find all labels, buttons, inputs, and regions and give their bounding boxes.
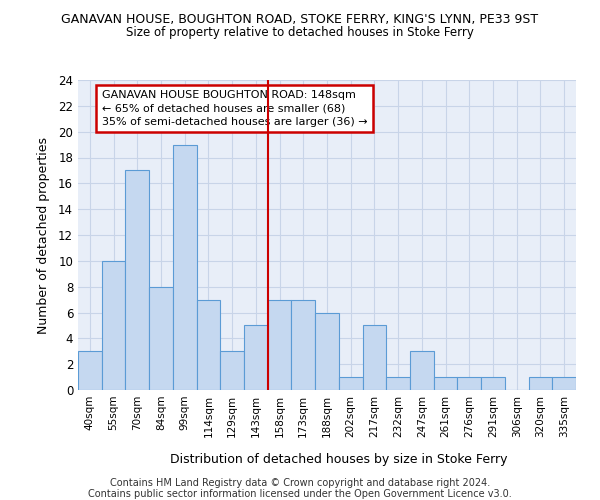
- Bar: [315, 312, 339, 390]
- Bar: [339, 377, 362, 390]
- Text: GANAVAN HOUSE, BOUGHTON ROAD, STOKE FERRY, KING'S LYNN, PE33 9ST: GANAVAN HOUSE, BOUGHTON ROAD, STOKE FERR…: [61, 12, 539, 26]
- Text: Size of property relative to detached houses in Stoke Ferry: Size of property relative to detached ho…: [126, 26, 474, 39]
- Text: Contains public sector information licensed under the Open Government Licence v3: Contains public sector information licen…: [88, 489, 512, 499]
- Bar: [173, 144, 197, 390]
- Bar: [457, 377, 481, 390]
- Bar: [410, 351, 434, 390]
- Bar: [244, 326, 268, 390]
- Bar: [268, 300, 292, 390]
- Bar: [362, 326, 386, 390]
- Bar: [125, 170, 149, 390]
- Bar: [481, 377, 505, 390]
- Y-axis label: Number of detached properties: Number of detached properties: [37, 136, 50, 334]
- Text: GANAVAN HOUSE BOUGHTON ROAD: 148sqm
← 65% of detached houses are smaller (68)
35: GANAVAN HOUSE BOUGHTON ROAD: 148sqm ← 65…: [102, 90, 367, 126]
- Bar: [386, 377, 410, 390]
- Bar: [292, 300, 315, 390]
- Bar: [552, 377, 576, 390]
- Bar: [78, 351, 102, 390]
- Bar: [529, 377, 552, 390]
- Bar: [220, 351, 244, 390]
- Text: Distribution of detached houses by size in Stoke Ferry: Distribution of detached houses by size …: [170, 452, 508, 466]
- Bar: [434, 377, 457, 390]
- Bar: [197, 300, 220, 390]
- Bar: [102, 261, 125, 390]
- Text: Contains HM Land Registry data © Crown copyright and database right 2024.: Contains HM Land Registry data © Crown c…: [110, 478, 490, 488]
- Bar: [149, 286, 173, 390]
